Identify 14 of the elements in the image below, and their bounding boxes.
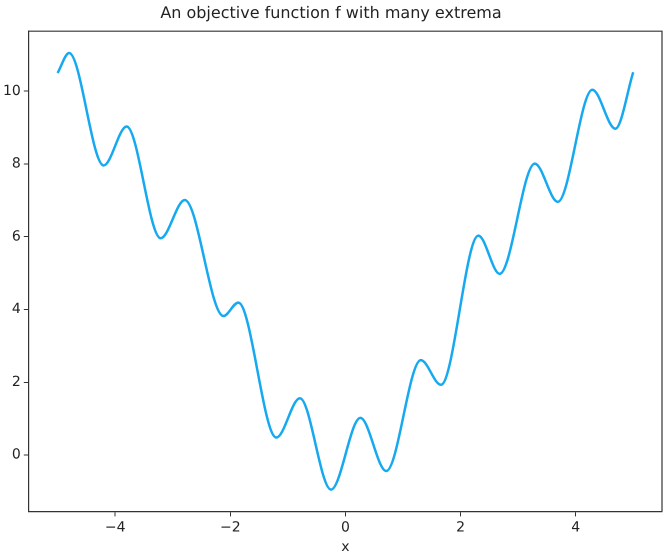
x-tick-label: 2 [456,519,465,536]
x-tick-label: 0 [340,519,350,536]
y-tick-label: 10 [2,82,21,99]
y-tick-label: 4 [12,301,21,318]
chart-title: An objective function f with many extrema [160,2,502,22]
x-tick-label: −2 [220,519,241,536]
y-tick-label: 6 [12,228,21,244]
y-tick-label: 0 [12,446,21,463]
y-tick-label: 8 [12,156,21,172]
y-tick-label: 2 [12,374,21,390]
x-tick-label: 4 [571,519,580,536]
line-series [56,52,634,491]
x-axis-title: x [341,539,350,556]
x-tick-label: −4 [104,519,126,536]
